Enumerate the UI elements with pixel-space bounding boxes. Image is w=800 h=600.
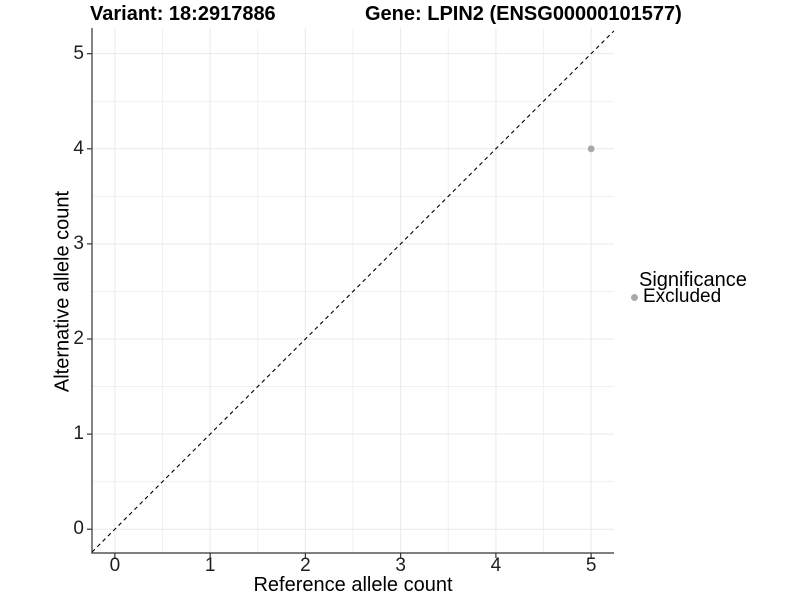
y-tick-label: 1 bbox=[73, 423, 84, 445]
variant-title: Variant: 18:2917886 bbox=[90, 3, 276, 25]
y-tick-label: 0 bbox=[73, 518, 84, 540]
x-tick-label: 2 bbox=[300, 555, 311, 576]
x-axis-title: Reference allele count bbox=[253, 574, 453, 596]
x-tick-label: 0 bbox=[109, 555, 121, 576]
x-tick-label: 3 bbox=[395, 555, 406, 576]
data-point bbox=[587, 145, 595, 153]
y-tick-label: 5 bbox=[73, 42, 84, 64]
x-tick-label: 1 bbox=[204, 555, 216, 576]
y-tick-label: 3 bbox=[73, 232, 84, 254]
y-tick-label: 4 bbox=[73, 137, 84, 159]
x-tick-label: 4 bbox=[490, 555, 502, 576]
x-tick-label: 5 bbox=[585, 555, 597, 576]
gene-title: Gene: LPIN2 (ENSG00000101577) bbox=[365, 3, 682, 25]
identity-reference-line bbox=[92, 30, 614, 553]
y-tick-label: 2 bbox=[73, 328, 84, 349]
y-axis-title: Alternative allele count bbox=[51, 190, 74, 393]
